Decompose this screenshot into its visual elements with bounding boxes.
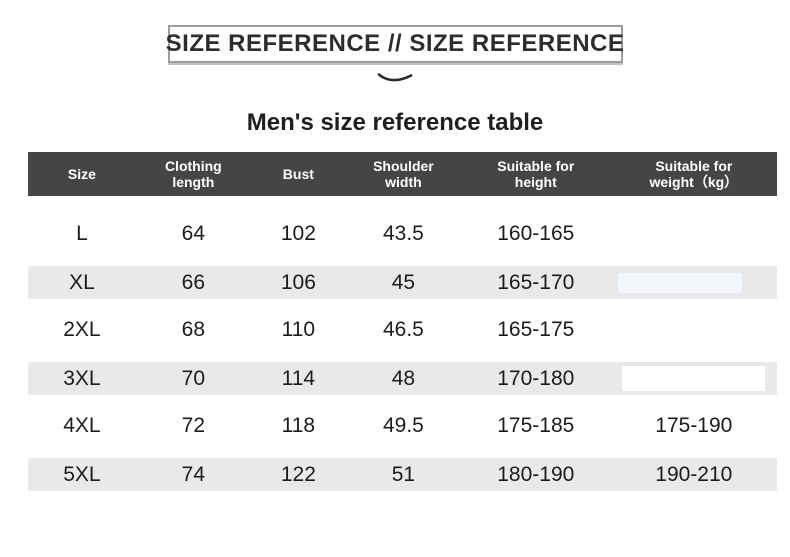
- cell-suitable-weight: [611, 362, 777, 395]
- size-reference-banner: SIZE REFERENCE // SIZE REFERENCE: [165, 25, 625, 63]
- banner-title: SIZE REFERENCE // SIZE REFERENCE: [165, 30, 625, 57]
- cell-size: 5XL: [63, 462, 101, 486]
- cell-bust: 110: [281, 318, 316, 341]
- table-header-row: Size Clothing length Bust Shoulder width…: [28, 152, 777, 196]
- censor-patch: [621, 366, 765, 391]
- cell-shoulder-width: 48: [391, 366, 416, 390]
- table-row-5xl: 5XL 74 122 51 180-190 190-210: [28, 450, 777, 498]
- column-header-size: Size: [67, 166, 96, 182]
- cell-bust: 122: [280, 462, 316, 486]
- cell-shoulder-width: 46.5: [382, 318, 424, 341]
- cell-size: L: [76, 222, 88, 245]
- page-title: Men's size reference table: [246, 109, 544, 136]
- cell-clothing-length: 74: [181, 462, 205, 486]
- chevron-down-icon: [377, 73, 413, 82]
- table-row-2xl: 2XL 68 110 46.5 165-175: [28, 306, 777, 354]
- cell-bust: 102: [280, 222, 316, 245]
- cell-size: 3XL: [63, 366, 101, 390]
- table-row-4xl: 4XL 72 118 49.5 175-185 175-190: [28, 402, 777, 450]
- table-row-l: L 64 102 43.5 160-165: [28, 210, 777, 258]
- column-header-shoulder-width: Shoulder width: [373, 158, 434, 190]
- cell-suitable-weight: [611, 306, 777, 354]
- size-table: Size Clothing length Bust Shoulder width…: [28, 152, 777, 498]
- cell-shoulder-width: 45: [391, 270, 416, 294]
- censor-patch: [617, 272, 742, 293]
- cell-suitable-height: 170-180: [497, 366, 575, 390]
- cell-shoulder-width: 49.5: [382, 414, 424, 437]
- table-row-xl: XL 66 106 45 165-170: [28, 258, 777, 306]
- cell-bust: 114: [281, 366, 316, 390]
- cell-shoulder-width: 51: [391, 462, 416, 486]
- cell-suitable-height: 165-170: [497, 270, 575, 294]
- column-header-suitable-weight: Suitable for weight（kg）: [649, 158, 739, 190]
- cell-suitable-weight: [611, 210, 777, 258]
- cell-suitable-weight: [611, 266, 777, 299]
- column-header-bust: Bust: [282, 166, 314, 182]
- cell-clothing-length: 72: [181, 414, 205, 437]
- cell-suitable-height: 180-190: [497, 462, 575, 486]
- cell-suitable-weight: 175-190: [655, 414, 733, 437]
- cell-shoulder-width: 43.5: [382, 222, 424, 245]
- cell-clothing-length: 66: [181, 270, 205, 294]
- cell-clothing-length: 64: [181, 222, 205, 245]
- cell-suitable-height: 175-185: [497, 414, 575, 437]
- header-body-gap: [28, 196, 777, 210]
- column-header-suitable-height: Suitable for height: [497, 158, 575, 190]
- cell-bust: 118: [281, 414, 316, 437]
- cell-bust: 106: [280, 270, 316, 294]
- cell-suitable-weight: 190-210: [655, 462, 733, 486]
- cell-clothing-length: 68: [181, 318, 205, 341]
- table-body: L 64 102 43.5 160-165 XL 66 106 45 165-1…: [28, 210, 777, 498]
- table-row-3xl: 3XL 70 114 48 170-180: [28, 354, 777, 402]
- cell-size: 2XL: [63, 318, 101, 341]
- cell-suitable-height: 160-165: [497, 222, 575, 245]
- cell-size: XL: [69, 270, 95, 294]
- cell-clothing-length: 70: [181, 366, 205, 390]
- cell-suitable-height: 165-175: [497, 318, 575, 341]
- cell-size: 4XL: [63, 414, 101, 437]
- column-header-clothing-length: Clothing length: [164, 158, 222, 190]
